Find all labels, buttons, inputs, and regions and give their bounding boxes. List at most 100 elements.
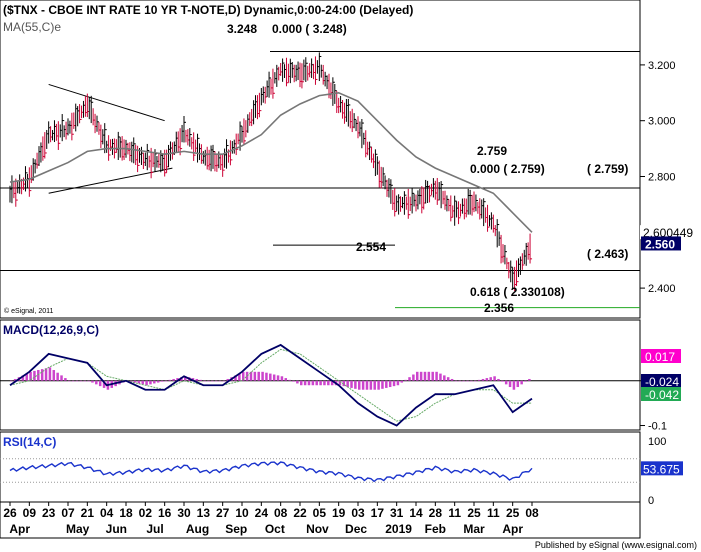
fib-label-0618: 0.618 ( 2.330108) [470,285,565,299]
macd-histogram-bar [303,380,307,386]
macd-histogram-bar [365,380,369,390]
macd-value-badge [641,374,681,388]
macd-histogram-bar [323,380,326,386]
close-last-badge [641,236,681,251]
macd-histogram-bar [450,378,454,381]
x-tick-day-label: 10 [235,506,249,520]
x-month-label: Nov [306,522,329,536]
macd-histogram-bar [300,380,303,386]
x-tick-day-label: 27 [216,506,230,520]
macd-histogram-bar [207,380,210,382]
macd-histogram-bar [427,371,431,381]
macd-histogram-bar [87,380,90,382]
x-tick-day-label: 19 [332,506,346,520]
macd-histogram-bar [520,380,523,385]
macd-histogram-bar [222,380,226,382]
annotation-zero-2759: 0.000 ( 2.759) [470,162,545,176]
macd-histogram-bar [462,380,465,382]
macd-signal-line [9,348,532,422]
macd-histogram-bar [516,380,520,388]
macd-histogram-bar [218,380,222,382]
macd-histogram-bar [423,371,427,381]
annotation-2759: 2.759 [477,144,507,158]
macd-histogram-bar [40,369,44,381]
macd-histogram-bar [369,380,373,390]
x-tick-day-label: 11 [487,506,500,520]
macd-histogram-bar [242,371,245,381]
macd-histogram-bar [528,378,531,381]
x-tick-day-label: 05 [313,506,327,520]
x-tick-day-label: 25 [467,506,481,520]
macd-histogram-bar [358,380,361,390]
macd-histogram-bar [137,380,141,384]
rsi-y-tick-label: 100 [648,436,666,448]
macd-histogram-bar [443,375,446,381]
axis-marks: 26 09 23 07 21 04 18 02 16 30 13 27 10 24 08 22 05 19 03 17… [3,502,539,536]
macd-histogram-bar [160,380,164,382]
macd-histogram-bar [257,371,260,381]
x-tick-day-label: 03 [351,506,365,520]
price-y-tick-label: 2.400 [648,283,676,295]
close-last-value: 2.560 [645,237,675,251]
macd-histogram-bar [269,373,272,381]
macd-histogram-bar [203,380,206,382]
macd-histogram-bar [153,380,156,384]
macd-histogram-bar [98,380,102,387]
macd-line [9,343,533,427]
macd-histogram-bar [226,378,230,381]
macd-histogram-bar [315,380,318,386]
triangle-trendline [48,83,165,122]
rsi-value-text: 53.675 [643,462,680,476]
macd-histogram-bar [234,375,237,381]
macd-histogram-bar [431,371,434,381]
x-month-label: Oct [265,522,285,536]
macd-histogram-bar [396,380,400,386]
macd-histogram-bar [29,371,32,381]
macd-histogram-bar [75,380,79,382]
macd-histogram-bar [470,380,473,382]
x-tick-day-label: 13 [197,506,211,520]
macd-histogram-bar [156,380,160,383]
annotation-2554: 2.554 [356,240,386,254]
x-tick-day-label: 08 [525,506,539,520]
macd-histogram-bar [245,371,249,381]
macd-histogram-bar [385,380,388,388]
price-y-tick-label: 3.000 [648,116,676,128]
price-y-tick-label: 2.800 [648,172,676,184]
macd-histogram-bar [388,380,392,388]
annotation-3248: 3.248 [227,22,257,36]
macd-histogram-bar [214,380,218,382]
macd-marks: 0-0.10.017-0.024-0.042 [0,343,681,433]
macd-histogram-bar [327,380,330,386]
macd-histogram-bar [508,380,512,388]
x-month-label: Mar [463,522,485,536]
x-month-label: Aug [186,522,209,536]
macd-histogram-bar [56,372,59,381]
macd-histogram-bar [477,379,481,381]
macd-value-text: -0.024 [645,375,679,389]
macd-histogram-bar [91,380,94,383]
macd-histogram-bar [342,380,346,387]
macd-histogram-bar [307,380,311,386]
x-tick-day-label: 18 [119,506,133,520]
macd-histogram-bar [419,371,423,381]
macd-histogram-bar [284,378,288,381]
price-panel [0,0,641,319]
macd-histogram-bar [400,380,404,383]
x-tick-day-label: 30 [177,506,191,520]
macd-histogram-bar [493,376,496,381]
rsi-marks: 100 0 53.675 [0,436,683,507]
macd-histogram-bar [176,378,179,381]
macd-histogram-bar [265,372,268,381]
macd-histogram-bar [261,371,264,381]
macd-histogram-bar [10,380,13,382]
macd-histogram-bar [199,379,202,381]
rsi-panel [0,431,641,503]
macd-value-text: -0.042 [645,388,679,402]
x-month-label: 2019 [385,522,412,536]
macd-histogram-bar [524,380,527,382]
x-tick-day-label: 17 [371,506,385,520]
macd-histogram-bar [416,371,419,381]
macd-histogram-bar [330,380,334,386]
